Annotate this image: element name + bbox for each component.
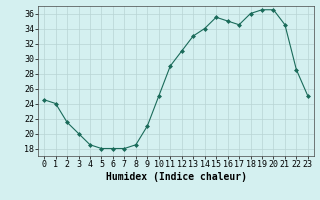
X-axis label: Humidex (Indice chaleur): Humidex (Indice chaleur): [106, 172, 246, 182]
